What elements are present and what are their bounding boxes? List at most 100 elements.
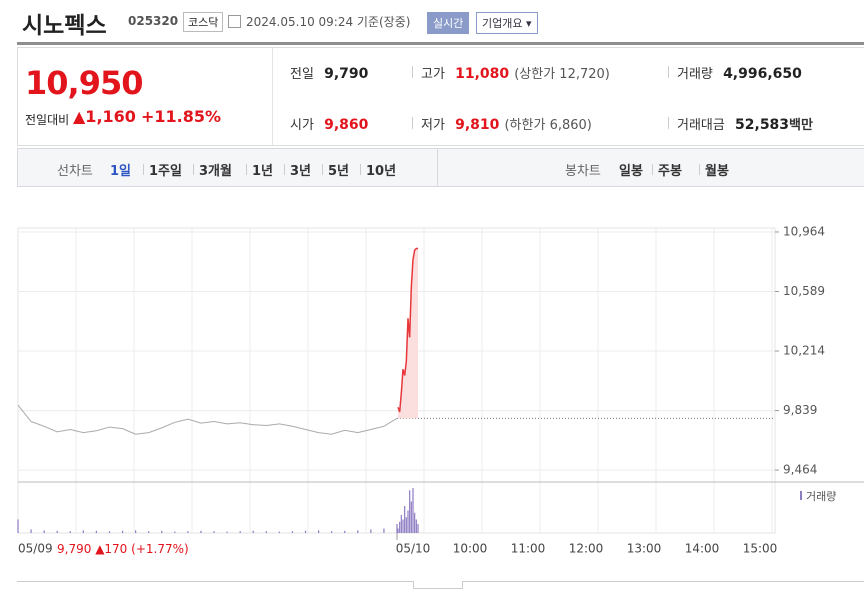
volume-bar bbox=[414, 512, 416, 533]
volume-bar bbox=[405, 517, 407, 533]
x-tick-label: 05/09 bbox=[18, 542, 53, 556]
period-tab[interactable]: 일봉 bbox=[619, 164, 643, 179]
period-tab[interactable]: 주봉 bbox=[658, 164, 682, 179]
tab-bar bbox=[17, 148, 864, 187]
volume-bar bbox=[370, 529, 372, 533]
volume-bar bbox=[30, 529, 32, 533]
change-rate: +11.85% bbox=[141, 107, 222, 126]
tab-group-label: 선차트 bbox=[57, 164, 93, 179]
stat: 거래대금 52,583백만 bbox=[677, 114, 813, 133]
footer-close: 9,790 bbox=[57, 542, 91, 556]
volume-legend-swatch bbox=[800, 491, 802, 500]
volume-bar bbox=[344, 530, 346, 533]
volume-bar bbox=[407, 510, 409, 533]
volume-bar bbox=[396, 524, 398, 533]
x-tick-label: 10:00 bbox=[453, 542, 488, 556]
tab-sep bbox=[652, 164, 653, 175]
volume-bar bbox=[239, 531, 241, 533]
volume-bar bbox=[383, 528, 385, 533]
footer-summary: 9,790 ▲170 (+1.77%) bbox=[57, 542, 189, 556]
volume-bar bbox=[82, 530, 84, 533]
volume-bar bbox=[213, 531, 215, 533]
header-rule bbox=[17, 42, 864, 45]
stat-extra: (하한가 6,860) bbox=[504, 118, 592, 133]
volume-bar bbox=[200, 530, 202, 533]
company-button[interactable]: 기업개요 ▾ bbox=[476, 12, 538, 34]
stat-label: 거래대금 bbox=[677, 118, 725, 133]
volume-bar bbox=[17, 519, 19, 533]
market-badge: 코스닥 bbox=[183, 12, 224, 32]
stat: 저가 9,810 (하한가 6,860) bbox=[421, 114, 592, 133]
period-tab[interactable]: 3개월 bbox=[199, 164, 232, 179]
period-tab[interactable]: 1년 bbox=[252, 164, 274, 179]
x-tick-label: 14:00 bbox=[685, 542, 720, 556]
volume-bar bbox=[400, 515, 402, 533]
volume-bar bbox=[226, 531, 228, 533]
volume-bar bbox=[43, 530, 45, 533]
calendar-icon bbox=[228, 15, 241, 28]
tab-group-label: 봉차트 bbox=[565, 164, 601, 179]
period-tab[interactable]: 3년 bbox=[290, 164, 312, 179]
period-tab[interactable]: 5년 bbox=[328, 164, 350, 179]
stat-value: 9,860 bbox=[324, 117, 369, 133]
period-tab[interactable]: 월봉 bbox=[705, 164, 729, 179]
stat-value: 9,790 bbox=[324, 66, 369, 82]
tab-sep bbox=[246, 164, 247, 175]
volume-bar bbox=[148, 531, 150, 533]
volume-bar bbox=[397, 528, 399, 533]
volume-bar bbox=[417, 524, 419, 533]
period-tab[interactable]: 10년 bbox=[366, 164, 397, 179]
tab-sep bbox=[284, 164, 285, 175]
volume-bar bbox=[404, 506, 406, 533]
stat-sep bbox=[412, 117, 413, 129]
timestamp: 2024.05.10 09:24 기준(장중) bbox=[246, 15, 411, 29]
stat-unit: 백만 bbox=[789, 118, 813, 133]
footer-change-rate: (+1.77%) bbox=[131, 542, 189, 556]
volume-bar bbox=[402, 519, 404, 533]
plot-frame bbox=[17, 227, 776, 534]
y-tick-label: 10,964 bbox=[783, 224, 825, 238]
x-tick-label: 15:00 bbox=[743, 542, 778, 556]
volume-bar bbox=[108, 531, 111, 533]
stat-label: 고가 bbox=[421, 67, 445, 82]
volume-bar bbox=[161, 530, 163, 533]
stat-label: 저가 bbox=[421, 118, 445, 133]
price-line bbox=[397, 247, 418, 413]
company-button-label: 기업개요 bbox=[482, 17, 523, 30]
stat-value: 4,996,650 bbox=[723, 66, 802, 82]
volume-bar bbox=[304, 530, 307, 533]
volume-bar bbox=[95, 530, 98, 533]
volume-bar bbox=[331, 531, 333, 533]
stat: 전일 9,790 bbox=[290, 63, 368, 82]
volume-bar bbox=[135, 530, 137, 533]
volume-bar bbox=[415, 519, 417, 533]
realtime-button[interactable]: 실시간 bbox=[427, 12, 470, 34]
tab-sep bbox=[360, 164, 361, 175]
x-tick-label: 05/10 bbox=[396, 542, 431, 556]
tab-divider bbox=[437, 149, 438, 186]
volume-bar bbox=[121, 530, 124, 533]
period-tab[interactable]: 1일 bbox=[110, 164, 132, 179]
stat-extra: (상한가 12,720) bbox=[514, 67, 610, 82]
current-price: 10,950 bbox=[25, 64, 143, 102]
stock-name: 시노펙스 bbox=[22, 13, 107, 39]
y-tick-label: 9,464 bbox=[783, 463, 817, 477]
summary-box bbox=[17, 47, 864, 146]
stat-label: 시가 bbox=[290, 118, 314, 133]
stat: 거래량 4,996,650 bbox=[677, 63, 802, 82]
volume-bar bbox=[187, 531, 189, 533]
period-tab[interactable]: 1주일 bbox=[149, 164, 182, 179]
volume-legend-label: 거래량 bbox=[806, 490, 836, 503]
volume-bar bbox=[278, 531, 280, 533]
volume-bar bbox=[409, 490, 411, 533]
y-tick-label: 9,839 bbox=[783, 403, 817, 417]
stock-code: 025320 bbox=[128, 14, 179, 28]
change-label: 전일대비 bbox=[25, 113, 70, 127]
stat-label: 거래량 bbox=[677, 67, 713, 82]
volume-bar bbox=[265, 531, 267, 533]
stat-sep bbox=[668, 66, 669, 78]
tab-sep bbox=[699, 164, 700, 175]
footer-change: ▲170 bbox=[95, 542, 127, 556]
volume-bar bbox=[317, 530, 320, 533]
